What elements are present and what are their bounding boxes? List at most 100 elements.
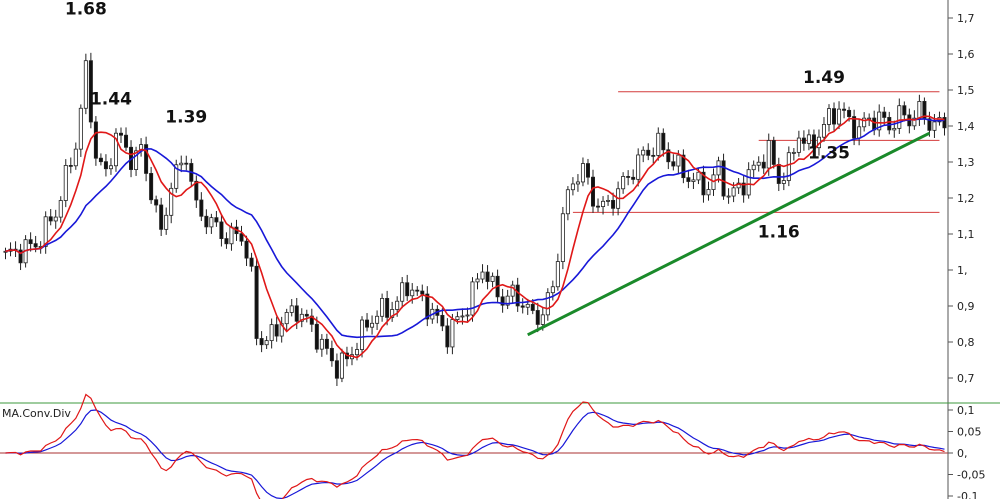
candle-body bbox=[224, 238, 229, 245]
candle-body bbox=[555, 261, 560, 288]
candle-body bbox=[917, 100, 922, 119]
price-annotation: 1.39 bbox=[165, 107, 207, 127]
candle-body bbox=[244, 240, 249, 259]
candle-body bbox=[425, 293, 430, 320]
candle-body bbox=[570, 183, 575, 191]
candle-body bbox=[18, 249, 23, 264]
candle-body bbox=[28, 239, 33, 245]
candle-body bbox=[400, 282, 405, 302]
candle-body bbox=[370, 322, 375, 328]
candle-body bbox=[174, 164, 179, 189]
candle-body bbox=[776, 164, 781, 184]
candle-body bbox=[545, 292, 550, 316]
candle-body bbox=[144, 144, 149, 174]
price-annotation: 1.68 bbox=[65, 0, 107, 19]
candle-body bbox=[666, 149, 671, 163]
candle-body bbox=[540, 314, 545, 325]
candle-body bbox=[299, 313, 304, 322]
candle-body bbox=[470, 281, 475, 316]
candle-body bbox=[882, 111, 887, 118]
candle-body bbox=[515, 284, 520, 307]
candle-body bbox=[786, 152, 791, 181]
candle-body bbox=[656, 132, 661, 156]
price-tick-label: 1,7 bbox=[957, 12, 975, 25]
candle-body bbox=[329, 347, 334, 362]
price-axis: 0,7 0,8 0,9 1, 1,1 1,2 1,3 1,4 1,5 1,6 1,7 bbox=[948, 12, 975, 385]
candle-body bbox=[560, 213, 565, 262]
candle-body bbox=[746, 169, 751, 196]
candle-body bbox=[636, 154, 641, 180]
candle-body bbox=[455, 316, 460, 320]
candle-body bbox=[872, 117, 877, 131]
fast-ma-line bbox=[5, 115, 945, 359]
price-tick-label: 1,4 bbox=[957, 120, 975, 133]
candle-body bbox=[214, 217, 219, 223]
indicator-axis: 0,1 0,05 0, -0,05 -0,1 bbox=[948, 404, 985, 503]
candle-body bbox=[897, 105, 902, 129]
candle-body bbox=[671, 161, 676, 167]
candle-body bbox=[354, 349, 359, 356]
candle-body bbox=[440, 314, 445, 327]
candle-body bbox=[736, 182, 741, 189]
candle-body bbox=[505, 295, 510, 306]
candle-body bbox=[661, 132, 666, 151]
candle-body bbox=[500, 296, 505, 306]
price-tick-label: 1, bbox=[957, 264, 968, 277]
candle-body bbox=[113, 132, 118, 167]
candle-body bbox=[239, 233, 244, 242]
indicator-panel: MA.Conv.Div bbox=[0, 393, 948, 503]
price-tick-label: 1,2 bbox=[957, 192, 975, 205]
candle-body bbox=[530, 303, 535, 311]
price-tick-label: 0,8 bbox=[957, 336, 975, 349]
candle-body bbox=[761, 161, 766, 169]
candle-body bbox=[927, 118, 932, 131]
indicator-tick-label: -0,05 bbox=[957, 469, 985, 482]
candle-body bbox=[103, 161, 108, 170]
candle-body bbox=[902, 105, 907, 116]
candle-body bbox=[801, 137, 806, 144]
candle-body bbox=[124, 134, 129, 148]
candle-body bbox=[796, 137, 801, 153]
candle-body bbox=[520, 305, 525, 308]
candle-body bbox=[365, 319, 370, 328]
candle-body bbox=[269, 324, 274, 342]
price-annotation: 1.44 bbox=[90, 89, 132, 109]
candle-body bbox=[405, 282, 410, 297]
candle-body bbox=[63, 165, 68, 201]
candle-body bbox=[932, 121, 937, 131]
candle-body bbox=[862, 117, 867, 128]
price-annotation: 1.35 bbox=[808, 143, 850, 163]
candle-body bbox=[535, 310, 540, 325]
candle-body bbox=[887, 117, 892, 131]
candle-body bbox=[73, 148, 78, 167]
candle-body bbox=[229, 226, 234, 245]
candle-body bbox=[334, 360, 339, 379]
indicator-tick-label: 0,05 bbox=[957, 426, 982, 439]
candle-body bbox=[274, 324, 279, 337]
candle-body bbox=[696, 171, 701, 181]
candle-body bbox=[199, 199, 204, 217]
candle-body bbox=[490, 275, 495, 282]
indicator-tick-label: -0,1 bbox=[957, 490, 978, 499]
candle-body bbox=[88, 60, 93, 123]
candle-body bbox=[686, 177, 691, 182]
trendline-group bbox=[527, 131, 931, 337]
slow-ma-line bbox=[5, 118, 945, 339]
candle-body bbox=[626, 176, 631, 178]
candle-body bbox=[847, 109, 852, 117]
candle-body bbox=[83, 60, 88, 109]
candle-body bbox=[43, 216, 48, 247]
moving-averages bbox=[5, 115, 945, 359]
candle-body bbox=[249, 257, 254, 267]
candle-body bbox=[154, 199, 159, 206]
candle-body bbox=[741, 182, 746, 196]
candle-body bbox=[721, 160, 726, 197]
price-tick-label: 1,5 bbox=[957, 84, 975, 97]
candle-body bbox=[209, 217, 214, 228]
candle-body bbox=[410, 289, 415, 297]
candle-body bbox=[771, 140, 776, 165]
candle-body bbox=[821, 124, 826, 138]
